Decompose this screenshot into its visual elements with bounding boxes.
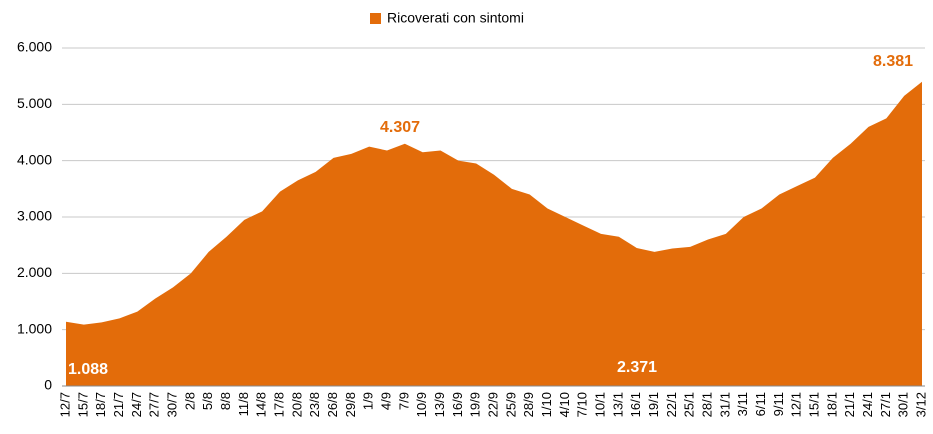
x-tick-label: 14/8 (254, 392, 269, 417)
x-tick-label: 28/1 (699, 392, 714, 417)
x-tick-label: 5/8 (200, 392, 215, 410)
annotation: 1.088 (68, 361, 108, 378)
x-tick-label: 10/1 (592, 392, 607, 417)
x-tick-label: 25/1 (682, 392, 697, 417)
x-tick-label: 30/7 (164, 392, 179, 417)
x-tick-label: 15/1 (806, 392, 821, 417)
x-tick-label: 20/8 (289, 392, 304, 417)
x-tick-label: 18/1 (824, 392, 839, 417)
x-tick-label: 24/1 (860, 392, 875, 417)
x-tick-label: 23/8 (307, 392, 322, 417)
x-tick-label: 1/9 (361, 392, 376, 410)
x-tick-label: 19/9 (468, 392, 483, 417)
x-tick-label: 18/7 (93, 392, 108, 417)
y-tick-label: 6.000 (17, 39, 52, 55)
x-tick-label: 25/9 (503, 392, 518, 417)
x-tick-label: 21/1 (842, 392, 857, 417)
x-tick-label: 6/11 (753, 392, 768, 416)
x-tick-label: 12/1 (789, 392, 804, 417)
x-tick-label: 7/10 (575, 392, 590, 417)
x-tick-label: 2/8 (182, 392, 197, 410)
x-tick-label: 31/1 (717, 392, 732, 417)
x-tick-label: 15/7 (75, 392, 90, 417)
x-tick-label: 3/12 (913, 392, 928, 417)
x-tick-label: 1/10 (539, 392, 554, 417)
x-tick-label: 16/1 (628, 392, 643, 417)
x-tick-label: 8/8 (218, 392, 233, 410)
legend-label: Ricoverati con sintomi (387, 10, 524, 26)
y-tick-label: 1.000 (17, 320, 52, 336)
x-tick-label: 13/9 (432, 392, 447, 417)
x-tick-label: 13/1 (610, 392, 625, 417)
x-tick-label: 28/9 (521, 392, 536, 417)
legend-swatch (370, 13, 381, 24)
x-tick-label: 9/11 (771, 392, 786, 416)
x-tick-label: 16/9 (450, 392, 465, 417)
y-tick-label: 3.000 (17, 208, 52, 224)
x-tick-label: 24/7 (129, 392, 144, 417)
x-tick-label: 26/8 (325, 392, 340, 417)
annotation: 2.371 (617, 359, 657, 376)
annotation: 8.381 (873, 53, 913, 70)
x-tick-label: 12/7 (57, 392, 72, 417)
y-tick-label: 2.000 (17, 264, 52, 280)
x-tick-label: 22/1 (664, 392, 679, 417)
x-tick-label: 7/9 (396, 392, 411, 410)
x-tick-label: 4/10 (557, 392, 572, 417)
x-tick-label: 19/1 (646, 392, 661, 417)
x-tick-label: 4/9 (378, 392, 393, 410)
x-tick-label: 30/1 (896, 392, 911, 417)
x-tick-label: 27/7 (147, 392, 162, 417)
x-tick-label: 27/1 (878, 392, 893, 417)
x-tick-label: 29/8 (343, 392, 358, 417)
x-tick-label: 21/7 (111, 392, 126, 417)
annotation: 4.307 (380, 119, 420, 136)
x-tick-label: 10/9 (414, 392, 429, 417)
x-tick-label: 17/8 (271, 392, 286, 417)
x-tick-label: 3/11 (735, 392, 750, 416)
y-tick-label: 0 (44, 377, 52, 393)
area (66, 81, 922, 387)
y-tick-label: 5.000 (17, 95, 52, 111)
x-tick-label: 11/8 (236, 392, 251, 416)
x-tick-label: 22/9 (485, 392, 500, 417)
y-tick-label: 4.000 (17, 151, 52, 167)
